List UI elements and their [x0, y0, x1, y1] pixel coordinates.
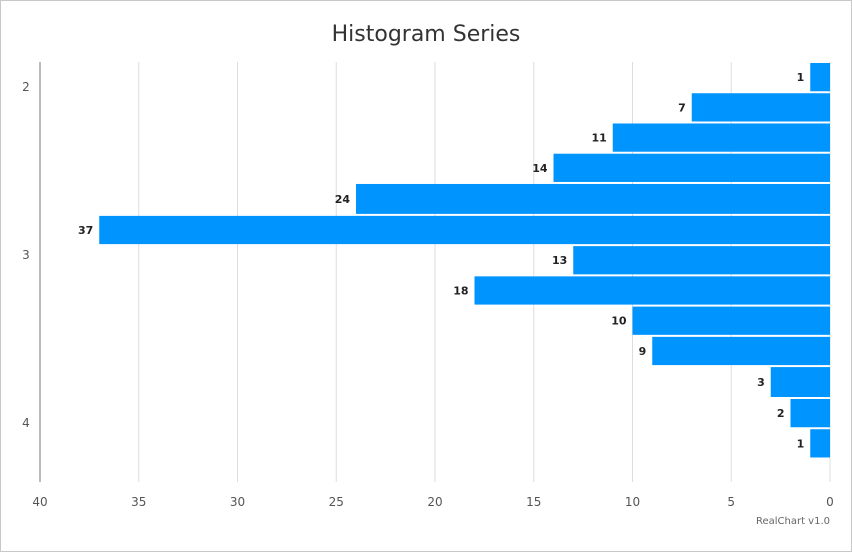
histogram-bar — [652, 336, 830, 366]
histogram-bar — [632, 306, 830, 335]
x-tick-label: 15 — [526, 495, 541, 509]
x-tick-label: 10 — [625, 495, 640, 509]
bar-value-label: 1 — [797, 437, 805, 450]
bar-value-label: 18 — [453, 284, 468, 297]
histogram-bar — [356, 183, 830, 214]
histogram-bar — [770, 367, 830, 397]
bar-value-label: 11 — [591, 132, 606, 145]
x-tick-label: 35 — [131, 495, 146, 509]
bar-value-label: 37 — [78, 224, 93, 237]
x-tick-label: 5 — [727, 495, 735, 509]
x-tick-label: 25 — [329, 495, 344, 509]
x-tick-label: 20 — [427, 495, 442, 509]
bar-value-label: 13 — [552, 254, 567, 267]
bar-value-label: 2 — [777, 407, 785, 420]
histogram-bar — [790, 399, 830, 428]
histogram-bar — [474, 276, 830, 305]
histogram-bar — [810, 429, 830, 458]
bar-value-label: 10 — [611, 315, 627, 328]
y-tick-label: 2 — [22, 80, 30, 94]
x-tick-label: 40 — [32, 495, 47, 509]
histogram-bar — [99, 215, 830, 245]
x-tick-label: 30 — [230, 495, 245, 509]
chart-credit: RealChart v1.0 — [755, 516, 830, 527]
histogram-bar — [573, 246, 830, 275]
bar-value-label: 9 — [639, 345, 647, 358]
y-tick-label: 3 — [22, 248, 30, 262]
histogram-bar — [810, 63, 830, 92]
y-tick-label: 4 — [22, 416, 30, 430]
bar-value-label: 24 — [335, 193, 351, 206]
histogram-bar — [553, 153, 830, 182]
histogram-bar — [612, 123, 830, 152]
histogram-bar — [691, 93, 830, 122]
x-tick-label: 0 — [826, 495, 834, 509]
bar-value-label: 3 — [757, 376, 765, 389]
chart-title: Histogram Series — [331, 22, 521, 47]
bar-value-label: 7 — [678, 101, 686, 114]
bar-value-label: 1 — [797, 71, 805, 84]
bar-value-label: 14 — [532, 162, 548, 175]
